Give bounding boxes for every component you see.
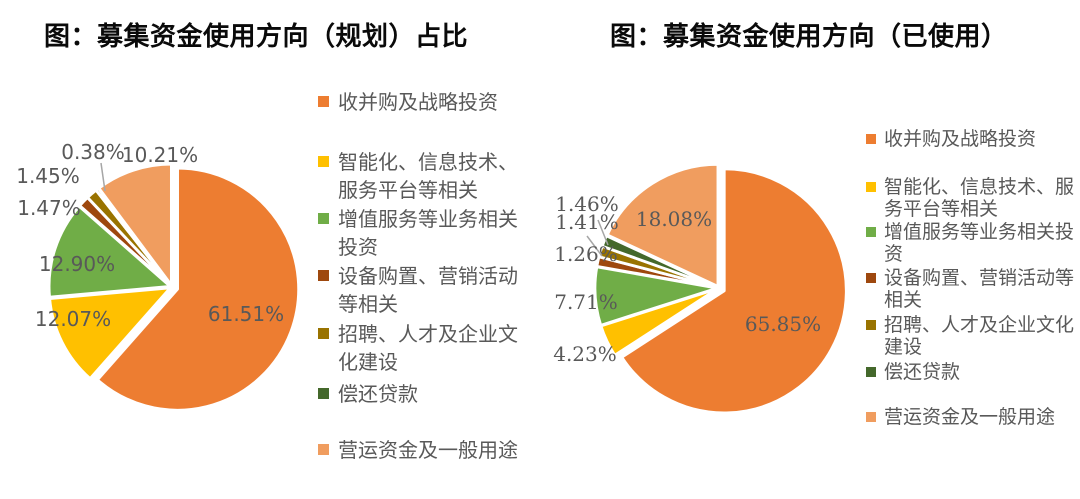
data-label-0: 61.51% (207, 302, 285, 326)
legend-marker (866, 134, 876, 144)
data-label-1: 4.23% (553, 342, 617, 366)
data-label-5: 0.38% (61, 140, 125, 164)
legend-item-2: 增值服务等业务相关投资 (866, 221, 1080, 265)
legend-item-6: 营运资金及一般用途 (866, 406, 1080, 428)
legend-marker (866, 182, 876, 192)
left-chart-title: 图：募集资金使用方向（规划）占比 (44, 21, 469, 51)
data-label-1: 12.07% (34, 307, 112, 331)
chart-used: 65.85% 4.23% 7.71% 1.26% 1.41% 1.46% 18.08% 收并购… (540, 60, 1080, 499)
data-label-3: 1.26% (554, 242, 618, 266)
legend-label: 收并购及战略投资 (884, 128, 1037, 150)
legend-marker (318, 444, 329, 455)
data-label-4: 1.45% (16, 164, 80, 188)
pie-used (586, 162, 848, 415)
legend-marker (318, 388, 329, 399)
data-label-2: 7.71% (554, 290, 618, 314)
chart-planned: 61.51% 12.07% 12.90% 1.47% 1.45% 0.38% 10.21% 收… (0, 60, 540, 499)
data-label-5: 1.46% (555, 192, 619, 216)
legend-marker (318, 156, 329, 167)
label-leader-line (586, 235, 603, 257)
legend-label: 智能化、信息技术、服务平台等相关 (338, 150, 518, 202)
label-leader-line (597, 219, 609, 246)
legend-label: 营运资金及一般用途 (884, 406, 1056, 428)
legend-item-5: 偿还贷款 (318, 380, 523, 408)
data-label-2: 12.90% (38, 252, 116, 276)
legend-item-2: 增值服务等业务相关投资 (318, 205, 523, 261)
legend-label: 招聘、人才及企业文化建设 (884, 314, 1075, 358)
legend-label: 增值服务等业务相关投资 (884, 221, 1075, 265)
pie-slice-0 (620, 167, 848, 415)
pie-slice-1 (48, 286, 172, 380)
legend-item-3: 设备购置、营销活动等相关 (318, 262, 523, 318)
legend-item-5: 偿还贷款 (866, 361, 1080, 383)
legend-label: 偿还贷款 (338, 382, 418, 406)
legend-marker (866, 367, 876, 377)
legend-item-0: 收并购及战略投资 (866, 128, 1080, 150)
legend-marker (866, 227, 876, 237)
legend-item-0: 收并购及战略投资 (318, 88, 523, 116)
legend-marker (318, 270, 329, 281)
pie-slice-2 (47, 205, 172, 299)
legend-label: 招聘、人才及企业文化建设 (338, 322, 518, 374)
pie-slice-0 (96, 166, 300, 412)
legend-label: 偿还贷款 (884, 361, 961, 383)
legend-marker (866, 273, 876, 283)
legend-label: 设备购置、营销活动等相关 (338, 264, 518, 316)
legend-item-6: 营运资金及一般用途 (318, 436, 523, 464)
legend-marker (318, 328, 329, 339)
data-label-4: 1.41% (555, 210, 619, 234)
right-chart-title: 图：募集资金使用方向（已使用） (610, 21, 1008, 51)
legend-label: 设备购置、营销活动等相关 (884, 267, 1075, 311)
legend-label: 增值服务等业务相关投资 (338, 207, 518, 259)
label-leader-line (100, 162, 106, 192)
legend-marker (866, 320, 876, 330)
legend-item-4: 招聘、人才及企业文化建设 (318, 320, 523, 376)
legend-marker (866, 412, 876, 422)
legend-label: 营运资金及一般用途 (338, 438, 518, 462)
legend-item-1: 智能化、信息技术、服务平台等相关 (318, 148, 523, 204)
legend-marker (318, 213, 329, 224)
legend-marker (318, 96, 329, 107)
data-label-6: 18.08% (635, 207, 713, 231)
pie-planned (47, 162, 300, 412)
data-label-6: 10.21% (121, 143, 199, 167)
pie-slice-6 (97, 162, 173, 287)
legend-label: 智能化、信息技术、服务平台等相关 (884, 176, 1075, 220)
legend-label: 收并购及战略投资 (338, 90, 498, 114)
legend-item-4: 招聘、人才及企业文化建设 (866, 314, 1080, 358)
legend-item-1: 智能化、信息技术、服务平台等相关 (866, 176, 1080, 220)
data-label-0: 65.85% (744, 312, 822, 336)
data-label-3: 1.47% (17, 196, 81, 220)
pie-slice-6 (605, 162, 720, 288)
legend-item-3: 设备购置、营销活动等相关 (866, 267, 1080, 311)
